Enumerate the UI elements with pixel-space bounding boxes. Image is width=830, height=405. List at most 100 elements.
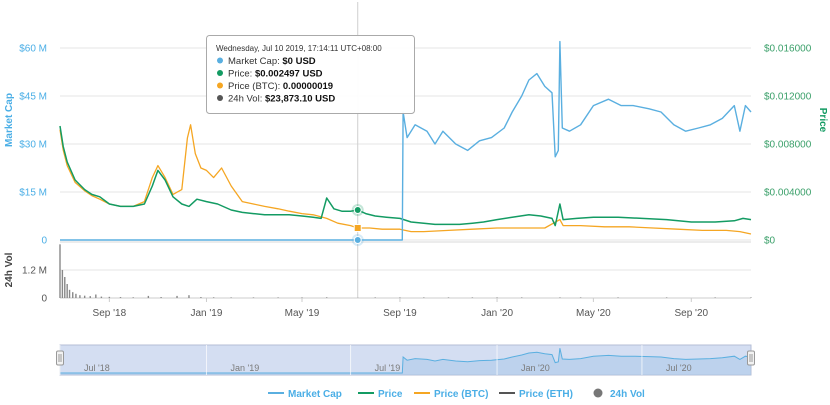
x-axis: Sep '18 Jan '19 May '19 Sep '19 Jan '20 May '… — [93, 298, 709, 319]
legend: Market Cap Price Price (BTC) Price (ETH) 24h… — [268, 388, 646, 401]
navigator[interactable]: Jul '18 Jan '19 Jul '19 Jan '20 Jul '20 — [56, 344, 755, 376]
volume-bar[interactable] — [75, 293, 77, 298]
volume-bar[interactable] — [399, 297, 401, 298]
volume-bar[interactable] — [665, 297, 668, 298]
volume-bar[interactable] — [61, 270, 64, 298]
volume-bar[interactable] — [68, 289, 71, 298]
volume-bar[interactable] — [100, 296, 103, 298]
legend-item[interactable]: Price — [358, 389, 403, 400]
volume-bar[interactable] — [200, 297, 202, 298]
y-right-tick-label: $0.008000 — [764, 140, 812, 151]
volume-bar[interactable] — [521, 297, 523, 298]
x-tick-label: Sep '20 — [674, 308, 708, 319]
volume-bar[interactable] — [59, 244, 61, 298]
volume-bar[interactable] — [132, 297, 134, 298]
legend-item[interactable]: 24h Vol — [593, 388, 646, 401]
y-axis-volume: 0 1.2 M 24h Vol — [4, 252, 47, 304]
legend-item[interactable]: Price (ETH) — [499, 389, 573, 400]
tooltip-dot — [217, 70, 223, 76]
volume-bar[interactable] — [617, 297, 619, 298]
legend-item[interactable]: Price (BTC) — [414, 389, 488, 400]
navigator-area — [60, 348, 751, 375]
tooltip-row: Price (BTC): 0.00000019 — [228, 81, 333, 92]
volume-bar[interactable] — [66, 284, 68, 298]
y-right-axis-title: Price — [817, 108, 828, 133]
y-left-tick-label: $60 M — [19, 44, 47, 55]
volume-bar[interactable] — [252, 297, 255, 298]
tooltip-row: Market Cap: $0 USD — [228, 56, 316, 67]
tooltip-row-value: 0.00000019 — [283, 81, 333, 92]
tooltip-box — [206, 35, 415, 114]
volume-bar[interactable] — [83, 295, 86, 298]
series-line-price[interactable] — [59, 125, 752, 227]
volume-bar[interactable] — [579, 297, 582, 298]
x-tick-label: Sep '19 — [383, 308, 417, 319]
volume-bar[interactable] — [277, 297, 279, 298]
series-lines — [59, 40, 752, 241]
y-right-tick-label: $0.012000 — [764, 92, 812, 103]
legend-label: Market Cap — [288, 389, 342, 400]
series-line-market-cap[interactable] — [60, 40, 752, 241]
legend-item[interactable]: Market Cap — [268, 389, 342, 400]
volume-bar[interactable] — [64, 277, 66, 298]
y-axis-right: $0 $0.004000 $0.008000 $0.012000 $0.016000 Pr… — [764, 44, 828, 247]
tooltip-dot — [217, 57, 223, 64]
y-vol-axis-title: 24h Vol — [4, 252, 15, 287]
legend-label: Price — [378, 389, 403, 400]
volume-bar[interactable] — [160, 297, 162, 298]
volume-bar[interactable] — [89, 296, 91, 298]
volume-bar[interactable] — [423, 297, 425, 298]
volume-bar[interactable] — [714, 297, 716, 298]
volume-bar[interactable] — [325, 297, 328, 298]
tooltip-row-label: 24h Vol: — [228, 94, 265, 105]
tooltip-row-value: $0.002497 USD — [255, 69, 323, 80]
volume-bar[interactable] — [72, 292, 74, 298]
hover-point-price-btc — [353, 224, 362, 232]
navigator-tick-label: Jul '19 — [375, 363, 401, 373]
legend-label: 24h Vol — [610, 389, 645, 400]
y-right-tick-label: $0.016000 — [764, 44, 812, 55]
tooltip-row-label: Price: — [228, 69, 255, 80]
y-vol-tick-label: 0 — [41, 294, 47, 305]
volume-bar[interactable] — [108, 296, 111, 298]
navigator-tick-label: Jul '20 — [666, 363, 692, 373]
navigator-tick-label: Jul '18 — [84, 363, 110, 373]
y-left-tick-label: $15 M — [19, 188, 47, 199]
volume-bar[interactable] — [471, 297, 474, 298]
volume-bar[interactable] — [188, 295, 190, 298]
y-axis-left: 0 $15 M $30 M $45 M $60 M Market Cap — [4, 44, 47, 247]
volume-bar[interactable] — [750, 297, 752, 298]
tooltip-row: 24h Vol: $23,873.10 USD — [228, 94, 335, 105]
volume-bar[interactable] — [301, 297, 303, 298]
tooltip-row: Price: $0.002497 USD — [228, 69, 323, 80]
navigator-tick-label: Jan '20 — [521, 363, 550, 373]
navigator-handle-left[interactable] — [56, 350, 64, 366]
volume-bar[interactable] — [374, 297, 376, 298]
y-right-tick-label: $0.004000 — [764, 188, 812, 199]
y-left-axis-title: Market Cap — [4, 93, 15, 147]
navigator-tick-label: Jan '19 — [230, 363, 259, 373]
volume-bar[interactable] — [447, 297, 450, 298]
hover-markers — [351, 204, 364, 246]
volume-bar[interactable] — [212, 297, 215, 298]
tooltip-row-value: $23,873.10 USD — [265, 94, 335, 105]
tooltip-row-label: Price (BTC): — [228, 81, 283, 92]
legend-label: Price (ETH) — [519, 389, 573, 400]
volume-bar[interactable] — [230, 297, 232, 298]
legend-symbol-circle — [593, 388, 603, 398]
y-left-tick-label: $30 M — [19, 140, 47, 151]
volume-bar[interactable] — [496, 297, 498, 298]
volume-bar[interactable] — [176, 295, 178, 298]
navigator-line — [60, 348, 752, 374]
hover-point-market-cap — [353, 236, 362, 244]
navigator-handle-right[interactable] — [747, 350, 755, 366]
series-line-price-btc[interactable] — [59, 124, 752, 235]
volume-bar[interactable] — [147, 295, 150, 298]
volume-bar[interactable] — [119, 297, 122, 298]
tooltip-date: Wednesday, Jul 10 2019, 17:14:11 UTC+08:… — [216, 44, 382, 53]
volume-bar[interactable] — [559, 297, 561, 298]
volume-bar[interactable] — [95, 294, 97, 299]
volume-bar[interactable] — [79, 295, 81, 298]
